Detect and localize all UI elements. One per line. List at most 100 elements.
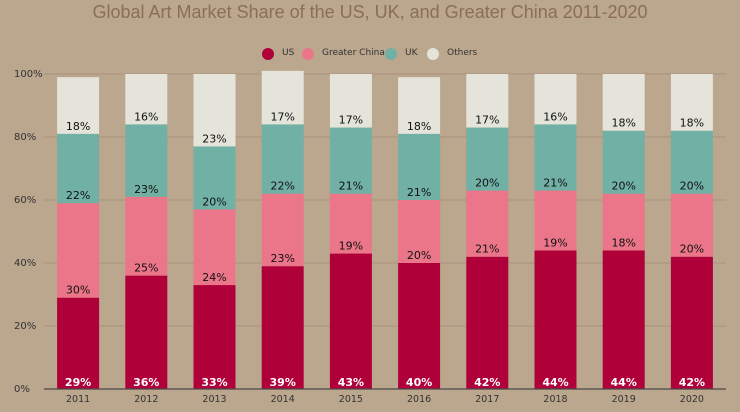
bar-segment-others xyxy=(670,74,713,131)
data-label: 20% xyxy=(680,180,704,193)
legend-swatch xyxy=(262,48,274,60)
bar-group-2011: 29% 30% 22% 18% xyxy=(57,77,100,389)
chart-title: Global Art Market Share of the US, UK, a… xyxy=(93,2,648,22)
y-tick-label: 100% xyxy=(14,69,43,80)
bar-segment-us xyxy=(329,253,372,389)
x-tick-label: 2018 xyxy=(543,394,567,405)
bar-segment-others xyxy=(261,70,304,125)
bar-segment-greater-china xyxy=(261,193,304,267)
data-label: 17% xyxy=(339,114,363,127)
data-label: 44% xyxy=(611,376,637,389)
legend-label: Others xyxy=(447,48,478,58)
data-label: 17% xyxy=(270,110,294,123)
bar-segment-others xyxy=(329,74,372,128)
data-label: 24% xyxy=(202,271,226,284)
bar-segment-others xyxy=(398,77,441,134)
bars: 29% 30% 22% 18% 36% 25% 23% 16% 33% 24% 20% 23% 39% 2… xyxy=(57,70,713,389)
bar-segment-uk xyxy=(261,124,304,194)
bar-group-2014: 39% 23% 22% 17% xyxy=(261,70,304,389)
bar-segment-us xyxy=(57,297,100,389)
data-label: 40% xyxy=(406,376,432,389)
y-axis: 0% 20% 40% 60% 80% 100% xyxy=(14,69,43,395)
bar-segment-greater-china xyxy=(125,196,168,276)
x-tick-label: 2013 xyxy=(202,394,226,405)
data-label: 18% xyxy=(407,120,431,133)
bar-group-2016: 40% 20% 21% 18% xyxy=(398,77,441,389)
bar-segment-uk xyxy=(193,146,236,210)
y-tick-label: 40% xyxy=(14,258,36,269)
x-tick-label: 2020 xyxy=(680,394,704,405)
data-label: 16% xyxy=(543,110,567,123)
data-label: 22% xyxy=(66,189,90,202)
x-tick-label: 2015 xyxy=(339,394,363,405)
bar-segment-us xyxy=(466,256,509,389)
legend: US Greater China UK Others xyxy=(262,48,478,60)
data-label: 18% xyxy=(680,117,704,130)
data-label: 43% xyxy=(338,376,364,389)
bar-segment-greater-china xyxy=(57,203,100,298)
data-label: 22% xyxy=(270,180,294,193)
legend-swatch xyxy=(302,48,314,60)
bar-segment-uk xyxy=(670,130,713,194)
bar-segment-greater-china xyxy=(398,200,441,263)
bar-segment-greater-china xyxy=(602,193,645,251)
bar-segment-others xyxy=(602,74,645,131)
bar-segment-us xyxy=(670,256,713,389)
bar-segment-greater-china xyxy=(193,209,236,286)
data-label: 39% xyxy=(270,376,296,389)
data-label: 29% xyxy=(65,376,91,389)
bar-segment-us xyxy=(125,275,168,389)
bar-segment-others xyxy=(466,74,509,128)
x-tick-label: 2014 xyxy=(271,394,295,405)
bar-segment-uk xyxy=(602,130,645,194)
bar-segment-uk xyxy=(57,133,100,204)
data-label: 16% xyxy=(134,110,158,123)
y-tick-label: 0% xyxy=(14,384,30,395)
bar-segment-uk xyxy=(398,133,441,200)
bar-segment-us xyxy=(398,263,441,389)
bar-group-2018: 44% 19% 21% 16% xyxy=(534,74,577,389)
bar-group-2017: 42% 21% 20% 17% xyxy=(466,74,509,389)
data-label: 18% xyxy=(611,117,635,130)
data-label: 20% xyxy=(202,195,226,208)
data-label: 19% xyxy=(339,240,363,253)
data-label: 19% xyxy=(543,236,567,249)
bar-group-2015: 43% 19% 21% 17% xyxy=(329,74,372,389)
data-label: 42% xyxy=(474,376,500,389)
data-label: 21% xyxy=(339,180,363,193)
legend-swatch xyxy=(385,48,397,60)
legend-label: UK xyxy=(405,48,419,58)
data-label: 23% xyxy=(270,252,294,265)
x-axis: 2011 2012 2013 2014 2015 2016 2017 2018 2019 2020 xyxy=(44,388,726,405)
x-tick-label: 2012 xyxy=(134,394,158,405)
data-label: 21% xyxy=(407,186,431,199)
legend-swatch xyxy=(427,48,439,60)
data-label: 21% xyxy=(475,243,499,256)
data-label: 20% xyxy=(475,177,499,190)
data-label: 44% xyxy=(542,376,568,389)
bar-segment-uk xyxy=(329,127,372,194)
x-tick-label: 2011 xyxy=(66,394,90,405)
y-tick-label: 60% xyxy=(14,195,36,206)
data-label: 20% xyxy=(680,243,704,256)
bar-segment-uk xyxy=(534,124,577,191)
legend-label: Greater China xyxy=(322,48,385,58)
x-tick-label: 2019 xyxy=(612,394,636,405)
data-label: 23% xyxy=(134,183,158,196)
legend-label: US xyxy=(282,48,295,58)
x-tick-label: 2017 xyxy=(475,394,499,405)
y-tick-label: 20% xyxy=(14,321,36,332)
data-label: 30% xyxy=(66,284,90,297)
y-tick-label: 80% xyxy=(14,132,36,143)
bar-segment-uk xyxy=(466,127,509,191)
data-label: 25% xyxy=(134,262,158,275)
bar-group-2012: 36% 25% 23% 16% xyxy=(125,74,168,389)
data-label: 20% xyxy=(407,249,431,262)
data-label: 33% xyxy=(201,376,227,389)
data-label: 18% xyxy=(611,236,635,249)
x-tick-label: 2016 xyxy=(407,394,431,405)
bar-segment-others xyxy=(125,74,168,125)
bar-group-2020: 42% 20% 20% 18% xyxy=(670,74,713,389)
bar-segment-us xyxy=(193,285,236,389)
